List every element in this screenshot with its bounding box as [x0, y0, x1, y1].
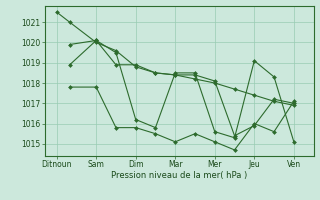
X-axis label: Pression niveau de la mer( hPa ): Pression niveau de la mer( hPa ): [111, 171, 247, 180]
